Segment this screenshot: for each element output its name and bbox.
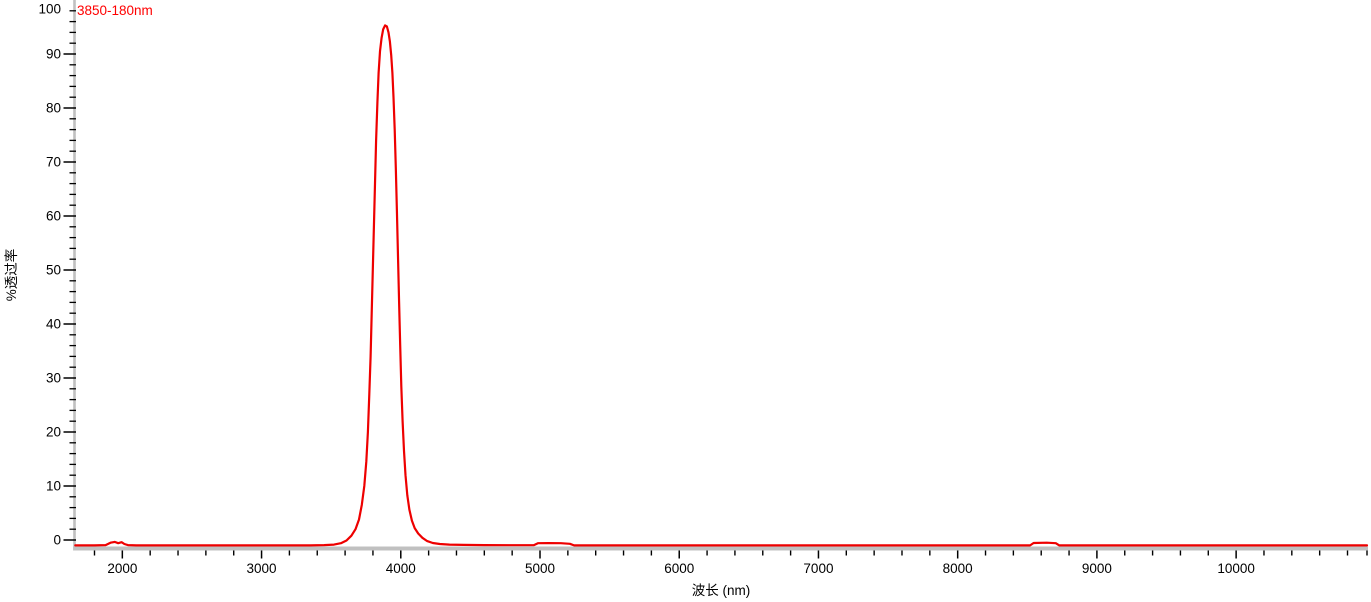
y-tick-label: 50	[46, 263, 61, 278]
y-tick-label: 0	[53, 533, 61, 548]
x-axis-line	[73, 546, 1369, 551]
x-tick-label: 9000	[1082, 561, 1112, 576]
y-tick-label: 70	[46, 155, 61, 170]
y-tick-label: 10	[46, 479, 61, 494]
y-tick-label: 60	[46, 209, 61, 224]
y-tick-label: 20	[46, 425, 61, 440]
x-tick-label: 3000	[247, 561, 277, 576]
x-axis-title: 波长 (nm)	[691, 583, 751, 598]
x-tick-label: 7000	[803, 561, 833, 576]
x-tick-label: 5000	[525, 561, 555, 576]
x-tick-label: 8000	[943, 561, 973, 576]
y-tick-label: 30	[46, 371, 61, 386]
spectrum-curve	[74, 24, 1369, 547]
x-tick-label: 2000	[107, 561, 137, 576]
x-tick-label: 10000	[1217, 561, 1255, 576]
y-axis-title: %透过率	[4, 248, 19, 302]
y-tick-label: 80	[46, 101, 61, 116]
y-tick-label: 90	[46, 47, 61, 62]
y-tick-label: 100	[38, 2, 61, 17]
series-legend-label: 3850-180nm	[77, 3, 153, 18]
x-tick-label: 6000	[664, 561, 694, 576]
y-tick-label: 40	[46, 317, 61, 332]
y-axis-line	[73, 0, 76, 551]
x-tick-label: 4000	[386, 561, 416, 576]
